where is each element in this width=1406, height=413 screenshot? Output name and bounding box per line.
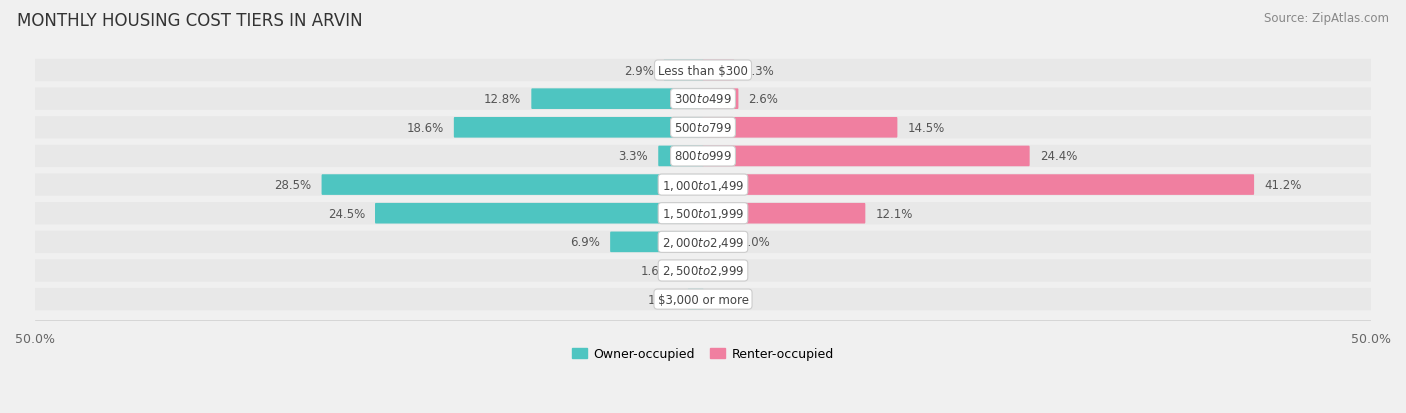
FancyBboxPatch shape — [34, 60, 1372, 82]
FancyBboxPatch shape — [703, 232, 730, 252]
FancyBboxPatch shape — [658, 146, 703, 167]
Text: 0.0%: 0.0% — [714, 293, 744, 306]
Text: Source: ZipAtlas.com: Source: ZipAtlas.com — [1264, 12, 1389, 25]
Text: $1,000 to $1,499: $1,000 to $1,499 — [662, 178, 744, 192]
FancyBboxPatch shape — [703, 118, 897, 138]
Text: MONTHLY HOUSING COST TIERS IN ARVIN: MONTHLY HOUSING COST TIERS IN ARVIN — [17, 12, 363, 30]
Text: $3,000 or more: $3,000 or more — [658, 293, 748, 306]
Text: 2.9%: 2.9% — [624, 64, 654, 77]
FancyBboxPatch shape — [531, 89, 703, 110]
Text: $500 to $799: $500 to $799 — [673, 121, 733, 135]
Text: Less than $300: Less than $300 — [658, 64, 748, 77]
FancyBboxPatch shape — [610, 232, 703, 252]
Text: 12.8%: 12.8% — [484, 93, 522, 106]
Text: $2,500 to $2,999: $2,500 to $2,999 — [662, 264, 744, 278]
FancyBboxPatch shape — [703, 61, 734, 81]
FancyBboxPatch shape — [34, 145, 1372, 168]
FancyBboxPatch shape — [34, 202, 1372, 225]
FancyBboxPatch shape — [34, 88, 1372, 111]
FancyBboxPatch shape — [681, 261, 703, 281]
Text: 14.5%: 14.5% — [907, 121, 945, 135]
FancyBboxPatch shape — [375, 204, 703, 224]
Text: 2.6%: 2.6% — [748, 93, 779, 106]
Text: 18.6%: 18.6% — [406, 121, 444, 135]
FancyBboxPatch shape — [322, 175, 703, 195]
FancyBboxPatch shape — [34, 174, 1372, 196]
Text: 2.3%: 2.3% — [744, 64, 775, 77]
FancyBboxPatch shape — [34, 288, 1372, 311]
FancyBboxPatch shape — [688, 289, 703, 310]
Text: $800 to $999: $800 to $999 — [673, 150, 733, 163]
FancyBboxPatch shape — [664, 61, 703, 81]
Text: 24.4%: 24.4% — [1039, 150, 1077, 163]
Text: $1,500 to $1,999: $1,500 to $1,999 — [662, 207, 744, 221]
Text: 2.0%: 2.0% — [741, 236, 770, 249]
Text: $300 to $499: $300 to $499 — [673, 93, 733, 106]
FancyBboxPatch shape — [34, 117, 1372, 139]
FancyBboxPatch shape — [703, 204, 865, 224]
Text: 12.1%: 12.1% — [876, 207, 912, 220]
FancyBboxPatch shape — [454, 118, 703, 138]
Legend: Owner-occupied, Renter-occupied: Owner-occupied, Renter-occupied — [568, 342, 838, 366]
FancyBboxPatch shape — [34, 260, 1372, 282]
Text: 0.0%: 0.0% — [714, 264, 744, 277]
Text: 24.5%: 24.5% — [328, 207, 366, 220]
FancyBboxPatch shape — [703, 146, 1029, 167]
Text: 6.9%: 6.9% — [571, 236, 600, 249]
Text: 1.6%: 1.6% — [641, 264, 671, 277]
FancyBboxPatch shape — [34, 231, 1372, 254]
Text: 1.1%: 1.1% — [648, 293, 678, 306]
Text: 3.3%: 3.3% — [619, 150, 648, 163]
Text: $2,000 to $2,499: $2,000 to $2,499 — [662, 235, 744, 249]
Text: 28.5%: 28.5% — [274, 179, 312, 192]
FancyBboxPatch shape — [703, 89, 738, 110]
FancyBboxPatch shape — [703, 175, 1254, 195]
Text: 41.2%: 41.2% — [1264, 179, 1302, 192]
